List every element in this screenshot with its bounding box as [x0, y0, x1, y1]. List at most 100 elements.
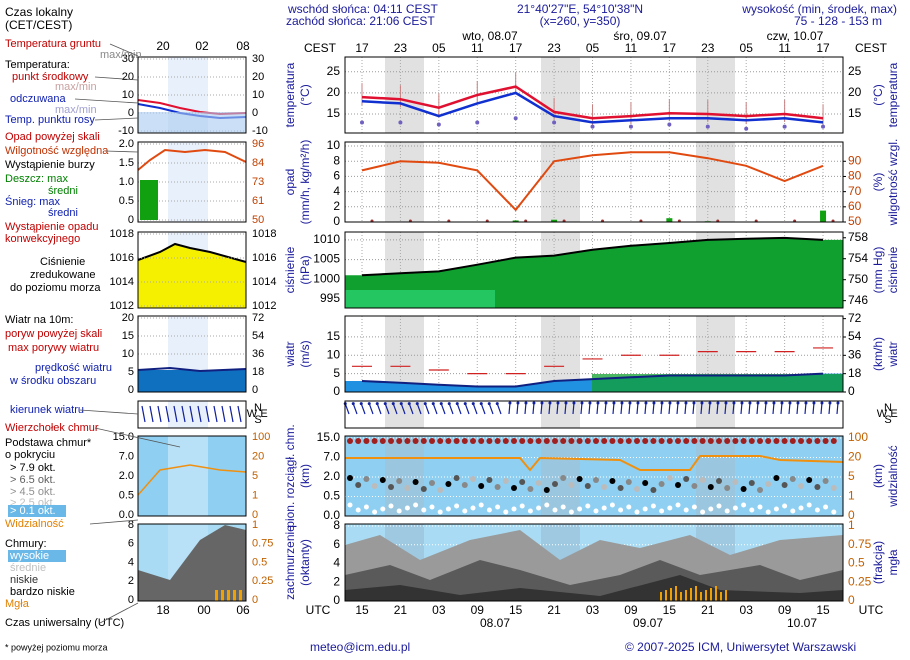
- wind-arrow: [572, 402, 575, 415]
- wind-arrow: [432, 403, 438, 415]
- label: 08: [236, 39, 250, 53]
- wind-arrow-head: [628, 401, 632, 405]
- legend-item: Temp. punktu rosy: [5, 114, 95, 126]
- dew-point: [398, 120, 403, 125]
- cloud-top: [388, 438, 394, 444]
- cloud-top: [478, 438, 485, 444]
- label: 0: [252, 107, 258, 119]
- cloud-base-low: [372, 509, 378, 515]
- cloud-base-dot: [347, 475, 353, 481]
- label: 72: [252, 312, 264, 324]
- cloud-base-low: [593, 508, 599, 514]
- label: 1018: [110, 228, 134, 240]
- label: -10: [252, 125, 268, 137]
- clouds-low: [345, 575, 843, 601]
- cloud-top: [445, 438, 452, 444]
- cloud-base-dot: [371, 483, 378, 489]
- wind-arrow: [496, 403, 502, 415]
- label: 09: [471, 603, 485, 617]
- label: meteo@icm.edu.pl: [310, 640, 410, 654]
- label: 84: [252, 157, 264, 169]
- label: 73: [252, 176, 264, 188]
- label: 2: [333, 199, 340, 213]
- label: 995: [320, 291, 340, 305]
- wind-arrow-head: [508, 401, 512, 405]
- cloud-top: [798, 438, 804, 444]
- wind-arrow-head: [772, 401, 776, 405]
- cloud-base-dot: [355, 482, 362, 488]
- cloud-base-dot: [568, 482, 575, 488]
- label: 05: [432, 41, 446, 55]
- label: 0: [848, 593, 855, 607]
- wind-arrow-head: [652, 401, 656, 405]
- wind-arrow: [448, 403, 454, 415]
- axis-title: (hPa): [298, 255, 312, 284]
- cloud-base-low: [527, 508, 533, 514]
- fog-bar: [700, 592, 702, 601]
- cloud-base-dot: [732, 479, 739, 485]
- cloud-base-low: [700, 509, 706, 515]
- wind-arrow: [580, 402, 583, 415]
- wind-arrow-head: [764, 401, 768, 405]
- wind-arrow: [708, 402, 711, 415]
- small-wind-arrow: [229, 405, 234, 423]
- wind-arrow: [384, 403, 390, 415]
- label: 754: [848, 251, 868, 265]
- wind-arrow: [612, 402, 615, 415]
- cloud-base-dot: [675, 482, 681, 488]
- wind-arrow: [548, 402, 551, 415]
- label: 18: [252, 366, 264, 378]
- cloud-top: [642, 438, 649, 444]
- night-band: [385, 142, 424, 222]
- cloud-base-low: [454, 503, 460, 509]
- cloud-base-low: [667, 505, 673, 511]
- label: UTC: [859, 603, 884, 617]
- label: 1012: [252, 300, 276, 312]
- wind-arrow-head: [796, 401, 800, 405]
- wind-arrow-head: [391, 402, 395, 406]
- small-wind-area: [138, 370, 246, 392]
- wind-arrow: [668, 402, 671, 415]
- cloud-base-dot: [642, 480, 649, 486]
- wind-arrow-head: [367, 402, 371, 406]
- label: 25: [848, 64, 862, 78]
- label: 6: [333, 169, 340, 183]
- cloud-base-dot: [707, 484, 714, 490]
- label: 0.75: [252, 538, 273, 550]
- legend-item: Wystąpienie opadu: [5, 221, 98, 233]
- label: 0: [128, 107, 134, 119]
- legend-leader: [94, 117, 139, 121]
- cloud-base-dot: [404, 485, 411, 491]
- cloud-base-low: [683, 507, 689, 513]
- axis-title: (m/s): [298, 340, 312, 367]
- cloud-top: [757, 438, 763, 444]
- label: 8: [333, 518, 340, 532]
- wind-arrow-head: [399, 402, 403, 406]
- cloud-top: [617, 438, 624, 444]
- label: 0.5: [848, 556, 865, 570]
- cloud-top: [748, 438, 755, 444]
- cloud-base-low: [618, 507, 624, 513]
- label: 10: [327, 138, 341, 152]
- wind-arrow: [516, 402, 519, 415]
- wind-arrow: [540, 402, 543, 415]
- cloud-base-low: [380, 506, 386, 512]
- label: 0.25: [252, 575, 273, 587]
- label: 758: [848, 230, 868, 244]
- cloud-base-dot: [494, 484, 501, 490]
- cloud-top: [412, 438, 419, 444]
- wind-arrow-head: [540, 401, 544, 405]
- cloud-base-dot: [593, 477, 599, 483]
- cloud-base-low: [363, 504, 369, 510]
- label: 0: [252, 384, 258, 396]
- cloud-base-low: [519, 503, 525, 509]
- dew-point: [667, 122, 672, 127]
- legend-leader: [89, 519, 139, 525]
- fog-bar: [680, 592, 682, 601]
- wind-arrow: [344, 403, 350, 415]
- label: 0: [252, 509, 258, 521]
- cloud-base-dot: [798, 483, 804, 489]
- axis-title: (frakcja): [871, 541, 885, 584]
- label: 1.0: [119, 176, 134, 188]
- label: 18: [156, 603, 170, 617]
